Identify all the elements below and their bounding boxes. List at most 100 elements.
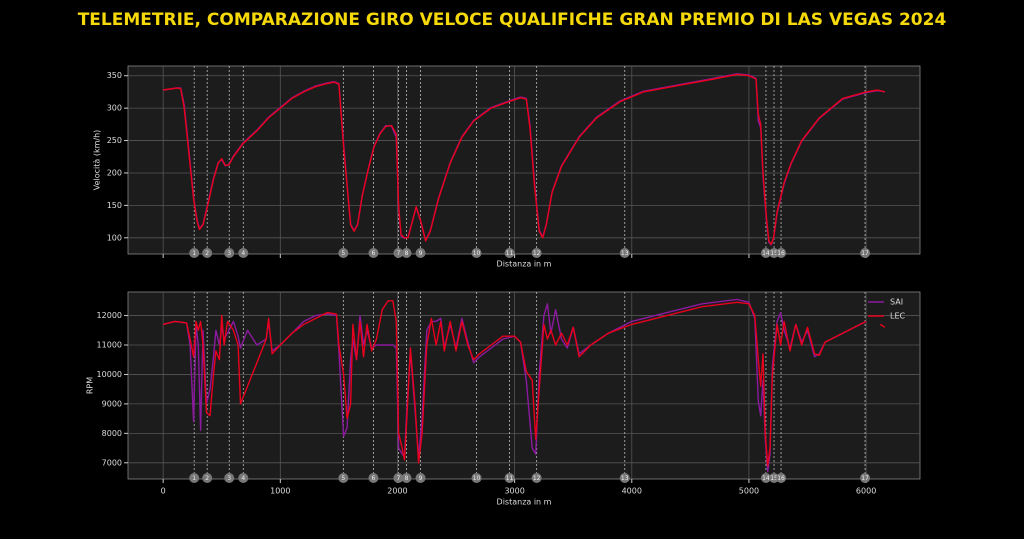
- corner-marker: [202, 248, 213, 258]
- corner-label: 5: [341, 250, 345, 257]
- corner-marker: [471, 248, 482, 258]
- y-tick-label: 350: [107, 71, 122, 80]
- x-tick-label: 2000: [387, 487, 407, 496]
- plot-area: [127, 291, 921, 480]
- corner-label: 9: [419, 475, 423, 482]
- corner-label: 12: [533, 475, 541, 482]
- y-tick-label: 11000: [97, 341, 122, 350]
- corner-label: 2: [205, 475, 209, 482]
- x-tick-label: 3000: [504, 487, 524, 496]
- corner-label: 17: [861, 475, 869, 482]
- x-tick-label: 4000: [622, 487, 642, 496]
- corner-marker: [393, 473, 404, 483]
- x-tick-label: 5000: [739, 487, 759, 496]
- plot-area: [127, 65, 921, 255]
- corner-marker: [415, 248, 426, 258]
- corner-label: 15: [770, 250, 778, 257]
- corner-marker: [769, 248, 780, 258]
- corner-label: 3: [227, 250, 231, 257]
- y-tick-label: 100: [107, 233, 122, 242]
- corner-marker: [531, 473, 542, 483]
- legend-label: LEC: [890, 312, 906, 321]
- figure-title: TELEMETRIE, COMPARAZIONE GIRO VELOCE QUA…: [78, 10, 947, 30]
- corner-label: 2: [205, 250, 209, 257]
- corner-label: 16: [777, 250, 785, 257]
- corner-label: 14: [762, 475, 770, 482]
- corner-label: 9: [419, 250, 423, 257]
- series-line: [163, 73, 886, 245]
- corner-marker: [531, 248, 542, 258]
- x-axis-label: Distanza in m: [497, 260, 552, 269]
- y-tick-label: 7000: [102, 458, 122, 467]
- corner-label: 6: [372, 475, 376, 482]
- corner-marker: [338, 248, 349, 258]
- corner-marker: [776, 248, 787, 258]
- y-axis-label: Velocità (km/h): [93, 130, 102, 191]
- corner-marker: [224, 473, 235, 483]
- corner-label: 4: [241, 475, 245, 482]
- corner-marker: [189, 473, 200, 483]
- y-tick-label: 150: [107, 201, 122, 210]
- corner-label: 7: [396, 475, 400, 482]
- y-tick-label: 9000: [102, 399, 122, 408]
- corner-marker: [202, 473, 213, 483]
- y-tick-label: 8000: [102, 429, 122, 438]
- corner-label: 17: [861, 250, 869, 257]
- corner-label: 4: [241, 250, 245, 257]
- corner-label: 13: [621, 250, 629, 257]
- corner-label: 5: [341, 475, 345, 482]
- y-tick-label: 200: [107, 168, 122, 177]
- corner-marker: [776, 473, 787, 483]
- corner-marker: [619, 473, 630, 483]
- corner-marker: [238, 248, 249, 258]
- corner-marker: [860, 473, 871, 483]
- corner-marker: [471, 473, 482, 483]
- corner-marker: [401, 473, 412, 483]
- corner-marker: [760, 473, 771, 483]
- corner-marker: [393, 248, 404, 258]
- corner-marker: [415, 473, 426, 483]
- corner-label: 16: [777, 475, 785, 482]
- corner-marker: [238, 473, 249, 483]
- x-tick-label: 0: [161, 487, 166, 496]
- corner-label: 1: [192, 250, 196, 257]
- x-axis-label: Distanza in m: [497, 498, 552, 507]
- corner-label: 14: [762, 250, 770, 257]
- corner-label: 1: [192, 475, 196, 482]
- y-axis-label: RPM: [86, 377, 95, 394]
- corner-marker: [224, 248, 235, 258]
- y-tick-label: 250: [107, 136, 122, 145]
- corner-label: 8: [405, 250, 409, 257]
- corner-marker: [338, 473, 349, 483]
- x-tick-label: 1000: [270, 487, 290, 496]
- series-line: [162, 300, 886, 467]
- corner-label: 11: [506, 250, 514, 257]
- corner-marker: [769, 473, 780, 483]
- y-tick-label: 300: [107, 104, 122, 113]
- corner-label: 6: [372, 250, 376, 257]
- corner-marker: [619, 248, 630, 258]
- corner-marker: [760, 248, 771, 258]
- corner-label: 3: [227, 475, 231, 482]
- corner-label: 8: [405, 475, 409, 482]
- corner-label: 10: [473, 475, 481, 482]
- corner-marker: [860, 248, 871, 258]
- corner-marker: [368, 473, 379, 483]
- corner-marker: [368, 248, 379, 258]
- corner-label: 7: [396, 250, 400, 257]
- series-line: [162, 298, 867, 473]
- corner-label: 13: [621, 475, 629, 482]
- corner-marker: [504, 248, 515, 258]
- y-tick-label: 12000: [97, 311, 122, 320]
- corner-label: 10: [473, 250, 481, 257]
- legend-label: SAI: [890, 298, 903, 307]
- corner-marker: [504, 473, 515, 483]
- x-tick-label: 6000: [856, 487, 876, 496]
- corner-label: 11: [506, 475, 514, 482]
- corner-marker: [189, 248, 200, 258]
- y-tick-label: 10000: [97, 370, 122, 379]
- corner-marker: [401, 248, 412, 258]
- corner-label: 12: [533, 250, 541, 257]
- corner-label: 15: [770, 475, 778, 482]
